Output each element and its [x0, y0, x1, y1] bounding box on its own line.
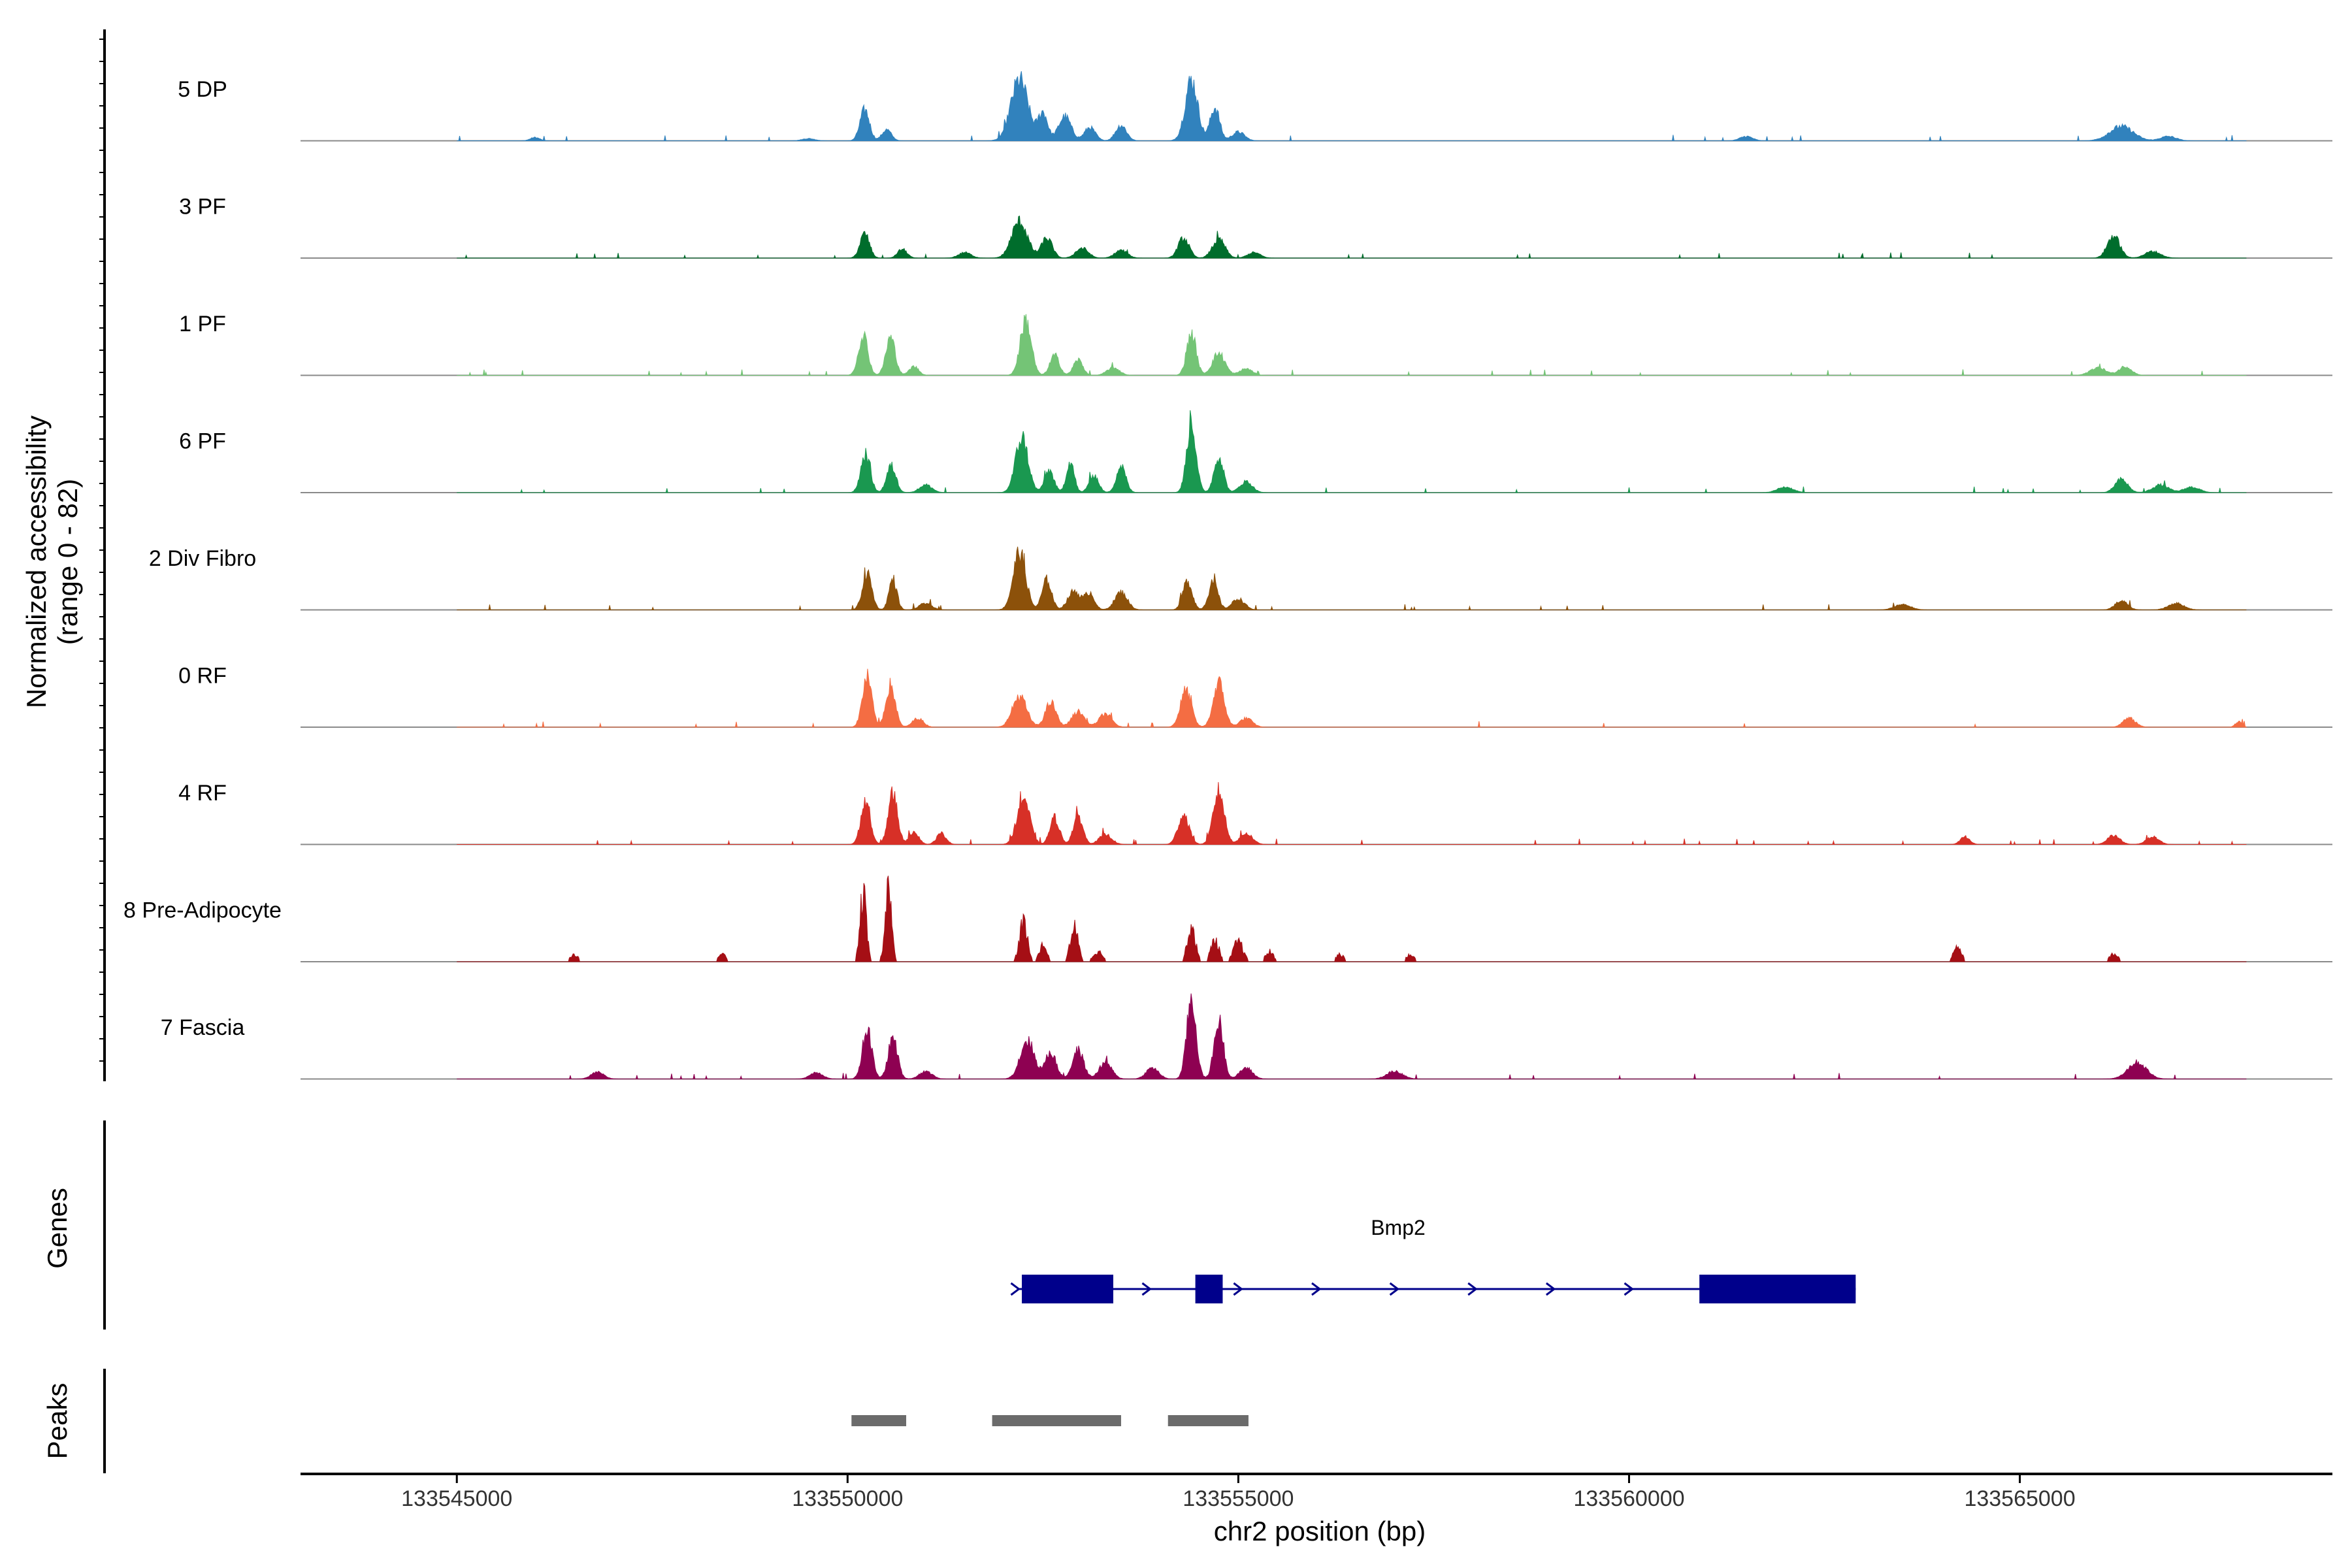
- track-label: 7 Fascia: [161, 1015, 245, 1040]
- track-label: 1 PF: [179, 312, 226, 336]
- strand-arrow: [1545, 1282, 1556, 1296]
- coverage-area: [457, 314, 2247, 376]
- coverage-area: [457, 71, 2247, 142]
- gene-exon: [1022, 1275, 1113, 1303]
- x-tick-label: 133545000: [401, 1486, 512, 1511]
- track-label: 8 Pre-Adipocyte: [123, 898, 282, 923]
- coverage-area: [457, 215, 2247, 259]
- coverage-area: [457, 410, 2247, 493]
- track-label: 2 Div Fibro: [149, 546, 256, 571]
- coverage-area: [457, 782, 2247, 845]
- strand-arrow: [1389, 1282, 1400, 1296]
- peaks-panel-title: Peaks: [42, 1383, 73, 1460]
- strand-arrow: [1624, 1282, 1634, 1296]
- x-tick-label: 133565000: [1964, 1486, 2075, 1511]
- x-tick-label: 133560000: [1573, 1486, 1684, 1511]
- genes-panel-title: Genes: [42, 1188, 73, 1269]
- peak-region-bar: [992, 1415, 1121, 1426]
- track-label: 0 RF: [178, 664, 227, 689]
- track-label: 6 PF: [179, 429, 226, 454]
- strand-arrow: [1141, 1282, 1152, 1296]
- x-tick-label: 133555000: [1183, 1486, 1294, 1511]
- coverage-area: [457, 668, 2247, 728]
- gene-name-label: Bmp2: [1371, 1216, 1426, 1239]
- peak-region-bar: [1168, 1415, 1249, 1426]
- gene-exon: [1195, 1275, 1223, 1303]
- x-tick-label: 133550000: [792, 1486, 903, 1511]
- coverage-area: [457, 546, 2247, 611]
- chart-marks: 5 DP 3 PF 1 PF 6 PF 2 Div Fibro 0 RF 4 RF 8 Pre…: [99, 29, 2332, 1511]
- peak-region-bar: [851, 1415, 907, 1426]
- track-label: 5 DP: [178, 77, 227, 102]
- strand-arrow: [1467, 1282, 1478, 1296]
- strand-arrow: [1233, 1282, 1243, 1296]
- coverage-area: [457, 875, 2247, 962]
- y-axis-subtitle: (range 0 - 82): [52, 479, 83, 645]
- y-axis-title: Normalized accessibility: [21, 416, 52, 708]
- coverage-area: [457, 993, 2247, 1079]
- strand-arrow: [1311, 1282, 1322, 1296]
- x-axis-title: chr2 position (bp): [1214, 1516, 1426, 1546]
- strand-arrow: [1010, 1282, 1021, 1296]
- gene-exon: [1699, 1275, 1856, 1303]
- track-label: 4 RF: [178, 781, 227, 806]
- track-label: 3 PF: [179, 195, 226, 220]
